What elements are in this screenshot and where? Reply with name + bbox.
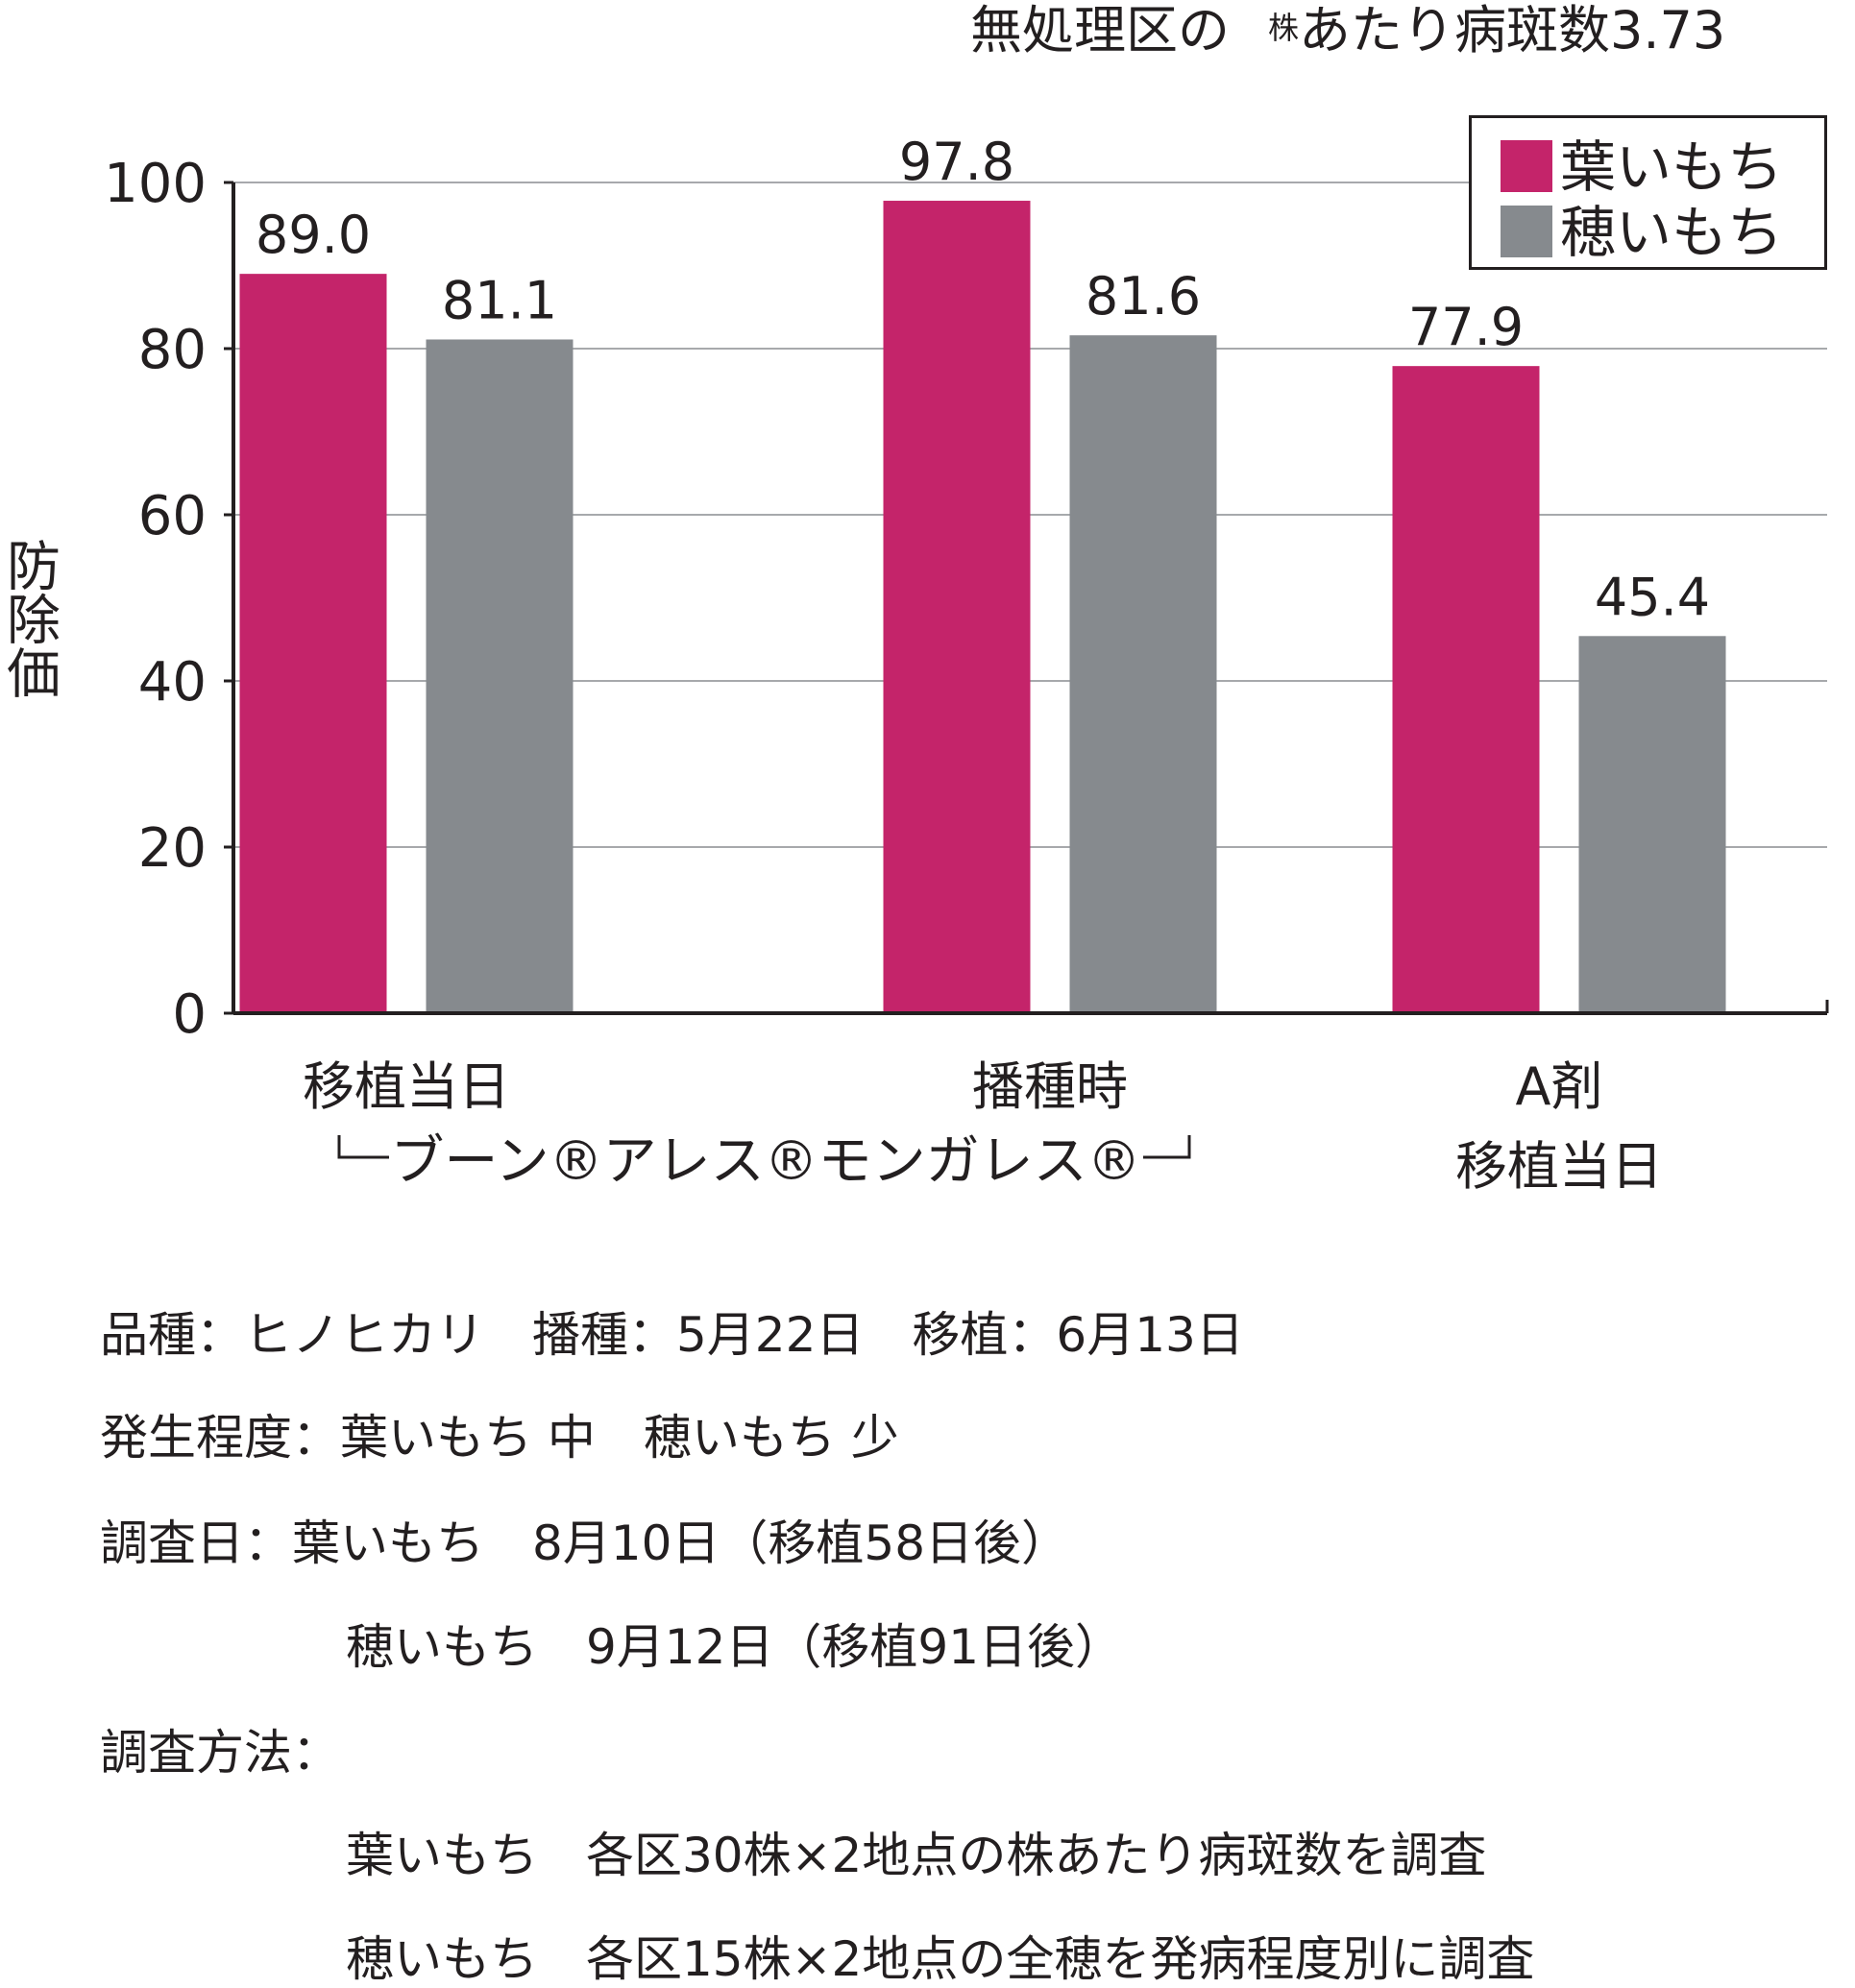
- bar-value-label: 89.0: [256, 205, 371, 265]
- group-bracket: ブーン®アレス®モンガレス®: [337, 1130, 1191, 1193]
- y-tick-label: 40: [138, 651, 207, 714]
- y-tick-label: 0: [172, 983, 207, 1046]
- legend-swatch-panicle-blast: [1501, 206, 1552, 257]
- y-tick-label: 20: [138, 817, 207, 880]
- bar-value-label: 97.8: [899, 132, 1014, 192]
- y-tick-label: 60: [138, 485, 207, 547]
- bar-chart: 0 20 40 60 80 100 89.0 97.8 77.9 81.1 81.6 45.4 無処理…: [0, 0, 1829, 1197]
- bar-panicle-blast: [426, 339, 574, 1013]
- bar-value-label: 81.1: [442, 270, 557, 330]
- bar-value-label: 77.9: [1408, 297, 1524, 357]
- bars: [239, 201, 1726, 1013]
- note-occurrence: 発生程度：葉いもち 中 穂いもち 少: [100, 1410, 899, 1466]
- note-variety-dates: 品種：ヒノヒカリ 播種：5月22日 移植：6月13日: [100, 1307, 1244, 1363]
- bar-leaf-blast: [883, 201, 1031, 1013]
- chart-subtitle-superscript: 株: [1268, 10, 1299, 46]
- note-survey-date-panicle: 穂いもち 9月12日（移植91日後）: [346, 1619, 1124, 1675]
- chart-subtitle-tail: あたり病斑数3.73: [1299, 0, 1725, 61]
- y-tick-label: 80: [138, 319, 207, 381]
- legend-item-leaf-blast: 葉いもち: [1501, 139, 1783, 195]
- legend-label-leaf-blast: 葉いもち: [1560, 134, 1784, 200]
- legend-item-panicle-blast: 穂いもち: [1501, 205, 1783, 260]
- legend-swatch-leaf-blast: [1501, 140, 1552, 192]
- axes: [224, 181, 1829, 1015]
- note-method-heading: 調査方法：: [100, 1725, 340, 1781]
- note-method-leaf: 葉いもち 各区30株×2地点の株あたり病斑数を調査: [346, 1828, 1487, 1883]
- y-tick-label: 100: [104, 153, 207, 215]
- x-category-label-3-line2: 移植当日: [1455, 1136, 1663, 1197]
- note-survey-date-leaf: 調査日：葉いもち 8月10日（移植58日後）: [100, 1515, 1070, 1571]
- bar-panicle-blast: [1069, 335, 1217, 1013]
- x-category-label-3: A剤: [1516, 1056, 1603, 1117]
- bar-value-label: 45.4: [1595, 567, 1710, 627]
- tick-labels: 0 20 40 60 80 100 89.0 97.8 77.9 81.1 81.6 45.4: [104, 132, 1710, 1046]
- x-category-label-2: 播種時: [972, 1056, 1128, 1117]
- y-axis-label: 防除価: [0, 538, 61, 699]
- bar-leaf-blast: [1392, 366, 1540, 1013]
- group-bracket-label: ブーン®アレス®モンガレス®: [390, 1130, 1140, 1193]
- note-method-panicle: 穂いもち 各区15株×2地点の全穂を発病程度別に調査: [346, 1931, 1535, 1987]
- legend: 葉いもち 穂いもち: [1469, 115, 1827, 270]
- chart-subtitle: 無処理区の: [970, 0, 1230, 61]
- legend-label-panicle-blast: 穂いもち: [1560, 200, 1784, 265]
- bar-leaf-blast: [239, 274, 387, 1013]
- bar-panicle-blast: [1578, 636, 1726, 1013]
- bar-value-label: 81.6: [1086, 266, 1201, 327]
- x-category-label-1: 移植当日: [303, 1056, 510, 1117]
